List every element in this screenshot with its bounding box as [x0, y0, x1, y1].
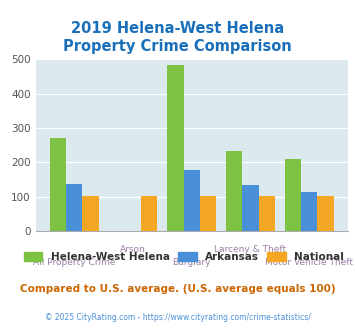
- Bar: [141, 196, 157, 231]
- Bar: [184, 170, 200, 231]
- Text: Larceny & Theft: Larceny & Theft: [214, 245, 286, 254]
- Bar: [301, 192, 317, 231]
- Text: Arson: Arson: [120, 245, 146, 254]
- Bar: [82, 196, 99, 231]
- Legend: Helena-West Helena, Arkansas, National: Helena-West Helena, Arkansas, National: [20, 248, 349, 266]
- Bar: [167, 65, 184, 231]
- Bar: [242, 185, 259, 231]
- Text: © 2025 CityRating.com - https://www.cityrating.com/crime-statistics/: © 2025 CityRating.com - https://www.city…: [45, 313, 310, 322]
- Bar: [200, 196, 216, 231]
- Text: 2019 Helena-West Helena
Property Crime Comparison: 2019 Helena-West Helena Property Crime C…: [63, 21, 292, 54]
- Bar: [50, 138, 66, 231]
- Bar: [226, 151, 242, 231]
- Text: Compared to U.S. average. (U.S. average equals 100): Compared to U.S. average. (U.S. average …: [20, 284, 335, 294]
- Text: Motor Vehicle Theft: Motor Vehicle Theft: [265, 258, 353, 267]
- Text: Burglary: Burglary: [173, 258, 211, 267]
- Bar: [317, 196, 334, 231]
- Bar: [259, 196, 275, 231]
- Bar: [285, 159, 301, 231]
- Text: All Property Crime: All Property Crime: [33, 258, 115, 267]
- Bar: [66, 183, 82, 231]
